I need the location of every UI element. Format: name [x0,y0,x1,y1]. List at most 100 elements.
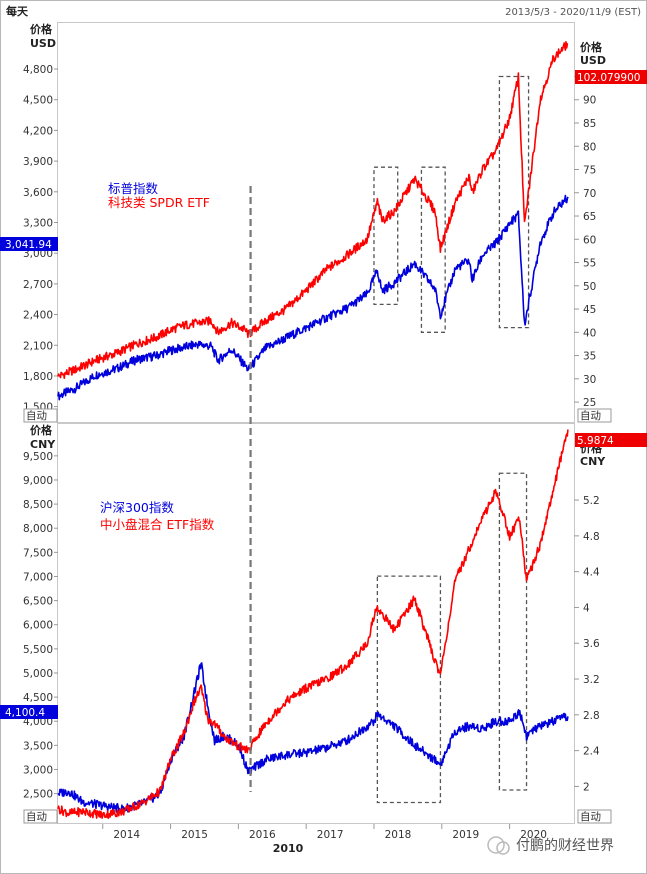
bottom-right-tick-label: 2 [583,781,590,793]
top-left-tick-label: 3,300 [23,217,53,229]
top-left-tick-label: 2,100 [23,340,53,352]
top-left-tick-label: 4,800 [23,64,53,76]
top-left-tick-label: 3,900 [23,156,53,168]
x-tick-label: 2019 [452,829,479,841]
top-left-tick-label: 3,000 [23,248,53,260]
top-left-last-value-badge [0,237,58,251]
bottom-left-tick-label: 8,500 [23,499,53,511]
top-right-tick-label: 70 [583,188,596,200]
bottom-right-last-value: 5.9874 [577,435,614,447]
bottom-right-tick-label: 2.8 [583,710,600,722]
top-right-last-value-badge [575,70,647,84]
watermark-text: 付鹏的财经世界 [516,838,614,854]
bottom-left-tick-label: 7,500 [23,547,53,559]
top-right-tick-label: 40 [583,327,596,339]
top-left-last-value: 3,041.94 [5,239,52,251]
bottom-right-tick-label: 5.2 [583,495,600,507]
top-annotation-sp500: 标普指数 [108,181,159,196]
x-tick-label: 2017 [317,829,344,841]
bottom-left-tick-label: 5,500 [23,644,53,656]
top-right-tick-label: 55 [583,258,596,270]
bottom-right-tick-label: 2.4 [583,746,600,758]
x-tick-label: 2016 [249,829,276,841]
bottom-left-tick-label: 2,500 [23,789,53,801]
x-tick-label: 2014 [113,829,140,841]
top-right-tick-label: 80 [583,141,596,153]
top-left-tick-label: 4,500 [23,95,53,107]
bottom-right-tick-label: 4 [583,602,590,614]
bottom-right-auto-button[interactable] [577,809,612,824]
x-axis-bottom-label: 2010 [273,842,304,855]
bottom-left-last-value: 4,100.4 [5,707,45,719]
bottom-left-tick-label: 3,000 [23,764,53,776]
bottom-left-auto-button[interactable] [23,809,58,824]
top-left-axis-unit: USD [30,37,56,50]
bottom-right-tick-label: 4.4 [583,567,600,579]
bottom-left-auto-label: 自动 [26,810,47,823]
top-annotation-tech-etf: 科技类 SPDR ETF [108,195,210,210]
top-left-auto-button[interactable] [23,408,58,423]
top-right-tick-label: 75 [583,165,596,177]
top-series-line-etf [57,41,569,379]
top-left-tick-label: 2,400 [23,310,53,322]
bottom-right-last-value-badge [575,433,647,447]
top-right-tick-label: 85 [583,118,596,130]
top-highlight-box-3 [498,75,530,329]
top-panel: 价格 USD 价格 USD 1,5001,8002,1002,4002,7003… [0,22,647,423]
bottom-panel: 价格 CNY 价格 CNY 2,0002,5003,0003,5004,0004… [0,423,647,825]
bottom-left-tick-label: 6,000 [23,620,53,632]
top-series-line-index [57,194,569,401]
top-right-axis-unit: USD [580,54,606,67]
top-left-tick-label: 1,800 [23,371,53,383]
bottom-right-auto-label: 自动 [580,810,601,823]
bottom-right-tick-label: 3.6 [583,638,600,650]
bottom-right-tick-label: 3.2 [583,674,600,686]
top-left-tick-label: 4,200 [23,125,53,137]
top-highlight-box-2 [420,166,446,333]
x-tick-label: 2018 [385,829,412,841]
bottom-left-tick-label: 7,000 [23,571,53,583]
bottom-left-tick-label: 8,000 [23,523,53,535]
bottom-left-tick-label: 5,000 [23,668,53,680]
bottom-annotation-csi300: 沪深300指数 [100,500,174,515]
top-right-auto-button[interactable] [577,408,612,423]
top-right-last-value: 102.079900 [577,72,640,84]
date-range-label: 2013/5/3 - 2020/11/9 (EST) [505,7,641,18]
wechat-icon [487,836,505,854]
top-right-axis-title: 价格 [580,40,603,54]
bottom-annotation-midsmall-etf: 中小盘混合 ETF指数 [100,517,215,532]
top-right-tick-label: 60 [583,234,596,246]
bottom-left-tick-label: 4,500 [23,692,53,704]
bottom-series-line-etf [57,429,569,820]
top-right-tick-label: 25 [583,397,596,409]
x-tick-label: 2015 [181,829,208,841]
top-left-tick-label: 3,600 [23,187,53,199]
bottom-left-axis-unit: CNY [30,438,56,451]
top-left-tick-label: 2,700 [23,279,53,291]
top-right-tick-label: 90 [583,95,596,107]
top-right-tick-label: 35 [583,351,596,363]
bottom-left-axis-title: 价格 [30,423,53,437]
x-tick-label: 2020 [520,829,547,841]
bottom-plot-area [57,423,575,824]
top-highlight-box-1 [373,166,399,306]
wechat-icon-small [496,841,510,855]
top-right-tick-label: 45 [583,304,596,316]
bottom-left-tick-label: 6,500 [23,596,53,608]
bottom-left-tick-label: 9,500 [23,451,53,463]
bottom-left-tick-label: 9,000 [23,475,53,487]
top-right-tick-label: 30 [583,374,596,386]
bottom-left-tick-label: 3,500 [23,740,53,752]
bottom-right-axis-unit: CNY [580,455,606,468]
bottom-right-tick-label: 4.8 [583,531,600,543]
bottom-highlight-box-2 [498,472,528,791]
top-left-axis-title: 价格 [30,22,53,36]
top-left-auto-label: 自动 [26,409,47,422]
bottom-highlight-box-1 [376,575,442,804]
bottom-left-tick-label: 4,000 [23,716,53,728]
frequency-label: 每天 [6,4,29,18]
top-right-auto-label: 自动 [580,409,601,422]
